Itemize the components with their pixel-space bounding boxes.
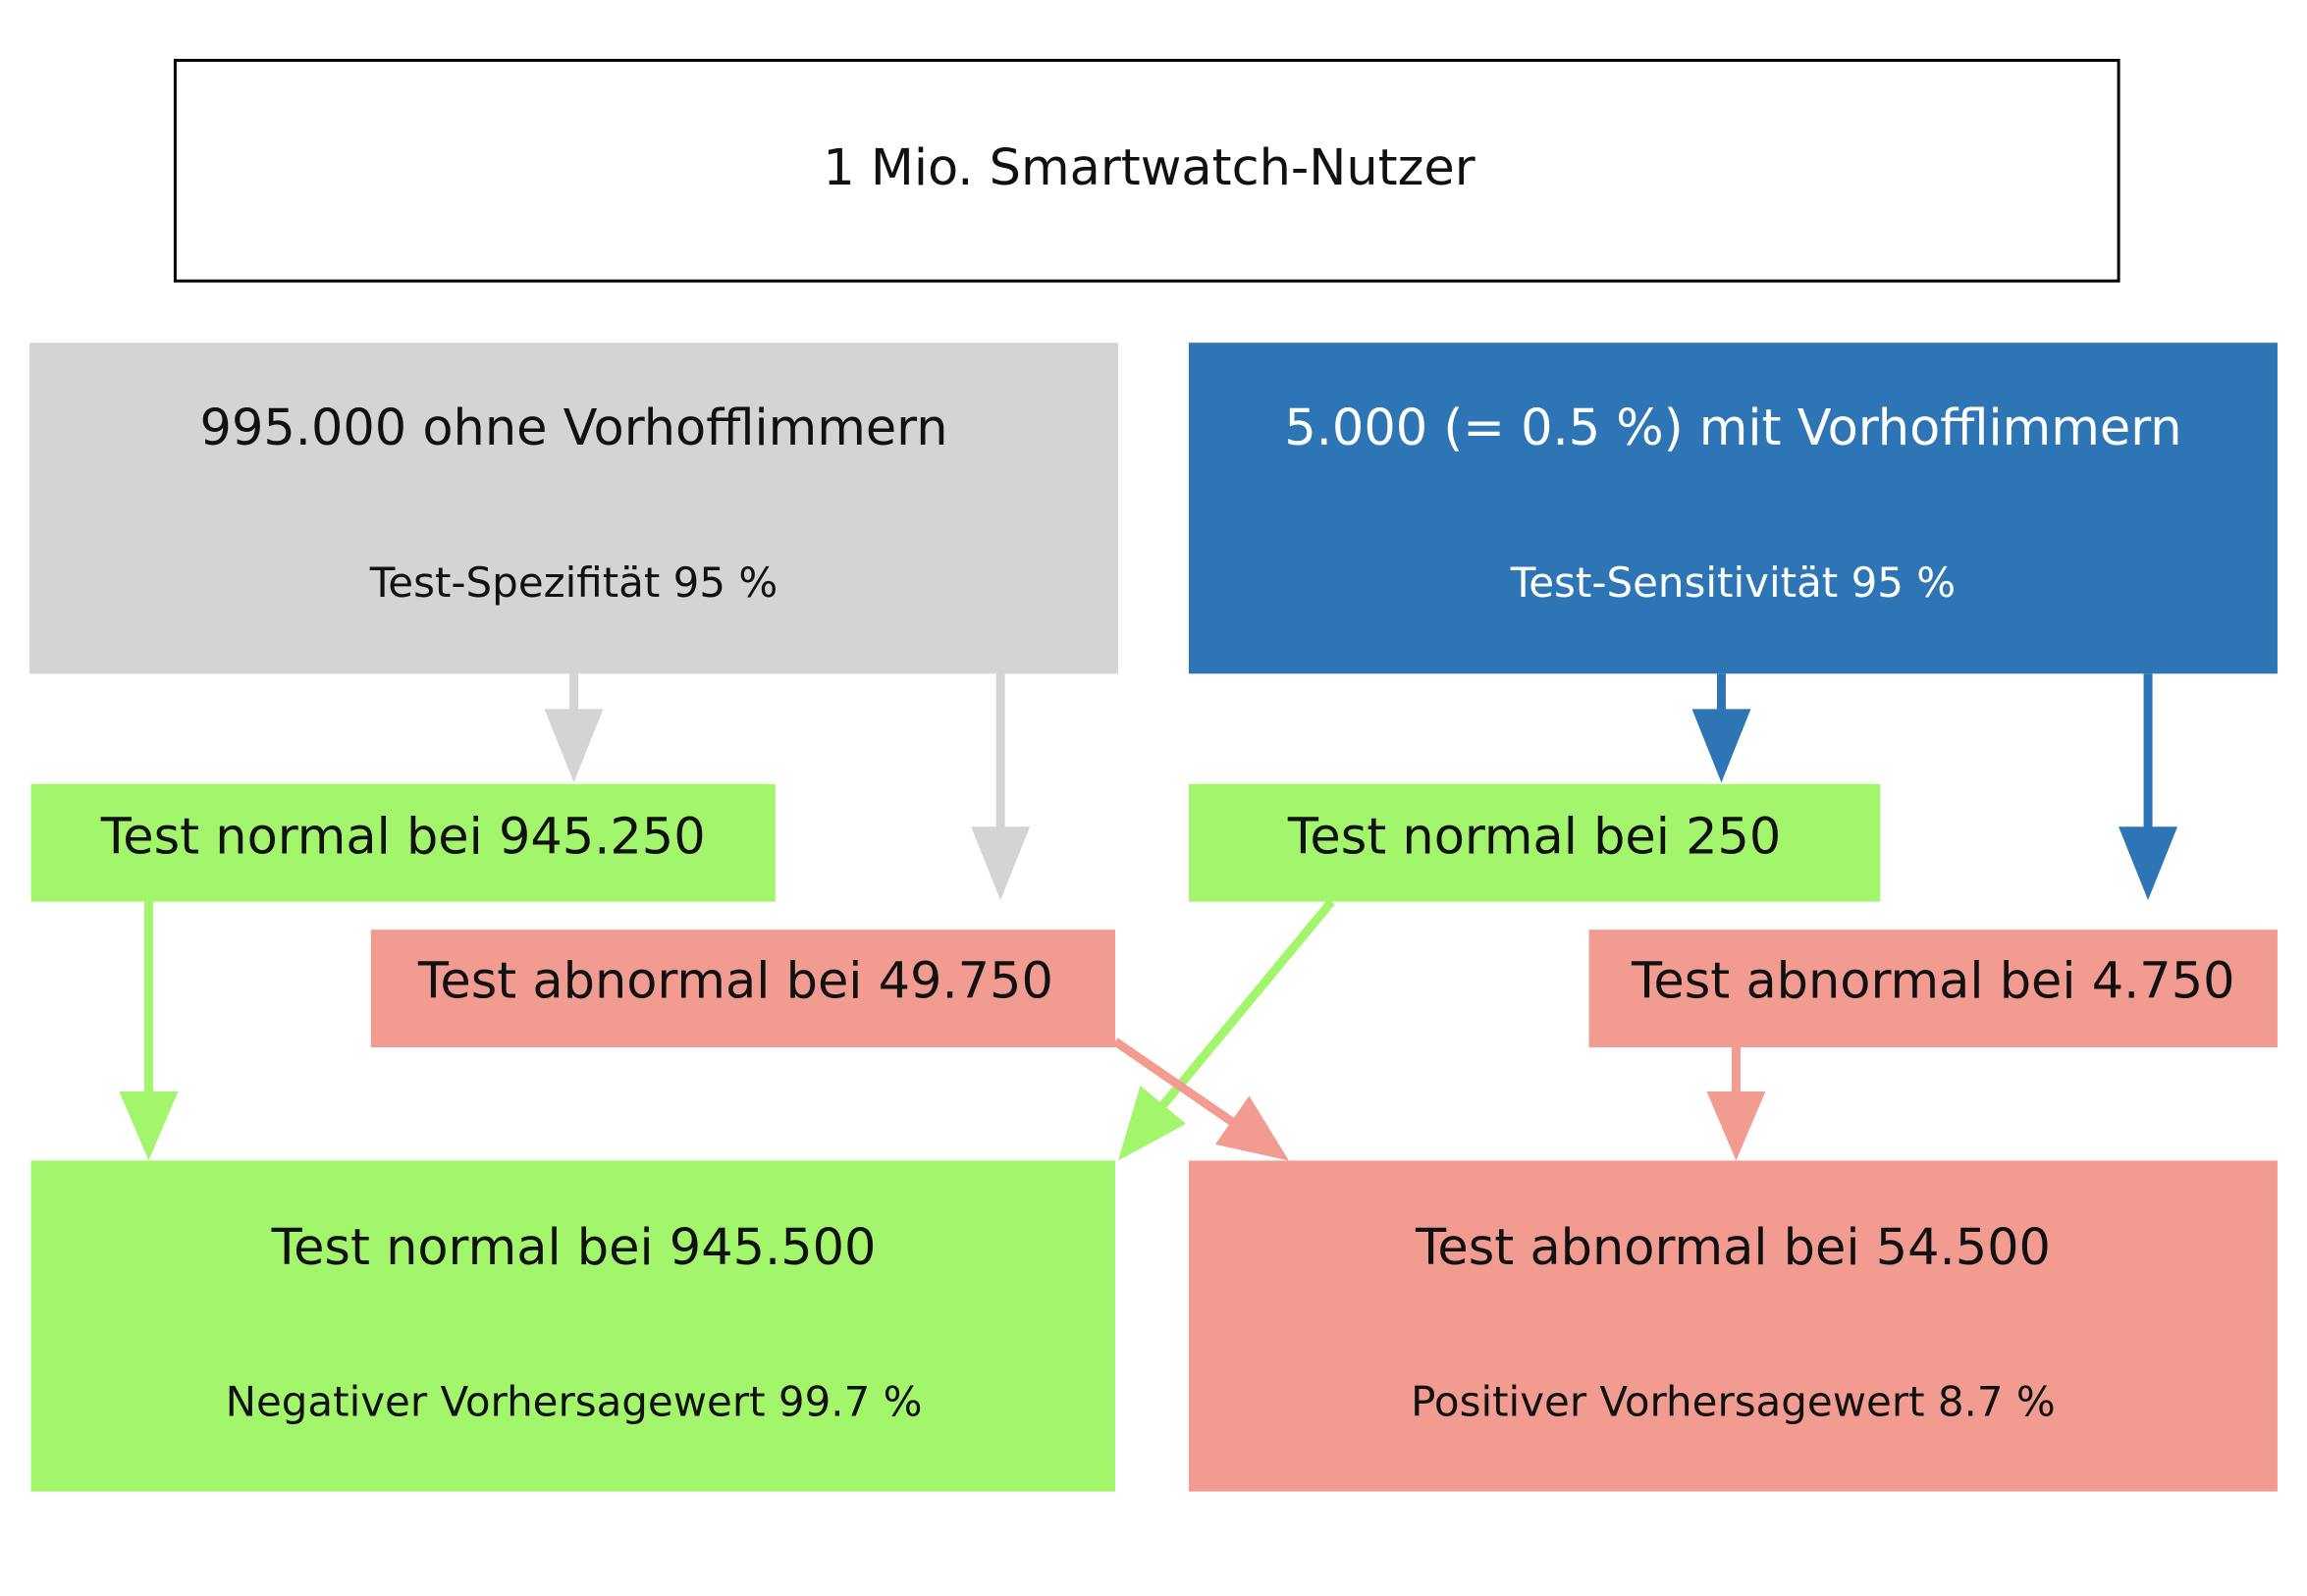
result-box (1188, 783, 1881, 902)
total-label: Test abnormal bei 54.500 (1415, 1219, 2051, 1277)
total-box (1188, 1160, 2278, 1492)
group-sublabel: Test-Spezifität 95 % (369, 559, 778, 607)
result-label: Test abnormal bei 49.750 (417, 953, 1053, 1011)
result-label: Test normal bei 250 (1287, 809, 1781, 867)
negative-group-box (29, 343, 1119, 674)
result-box (370, 930, 1116, 1048)
group-sublabel: Test-Sensitivität 95 % (1510, 559, 1956, 607)
total-box (30, 1160, 1116, 1492)
total-label: Test normal bei 945.500 (271, 1219, 877, 1277)
root-box (173, 58, 2120, 283)
result-label: Test abnormal bei 4.750 (1631, 953, 2235, 1011)
result-box (1588, 930, 2278, 1048)
result-label: Test normal bei 945.250 (100, 809, 706, 867)
result-box (30, 783, 776, 902)
total-sublabel: Negativer Vorhersagewert 99.7 % (226, 1378, 923, 1426)
group-label: 5.000 (= 0.5 %) mit Vorhofflimmern (1284, 399, 2181, 457)
positive-group-box (1188, 343, 2278, 674)
group-label: 995.000 ohne Vorhofflimmern (200, 399, 948, 457)
root-label: 1 Mio. Smartwatch-Nutzer (823, 139, 1475, 197)
total-sublabel: Positiver Vorhersagewert 8.7 % (1411, 1378, 2056, 1426)
arrows (119, 673, 2178, 1161)
